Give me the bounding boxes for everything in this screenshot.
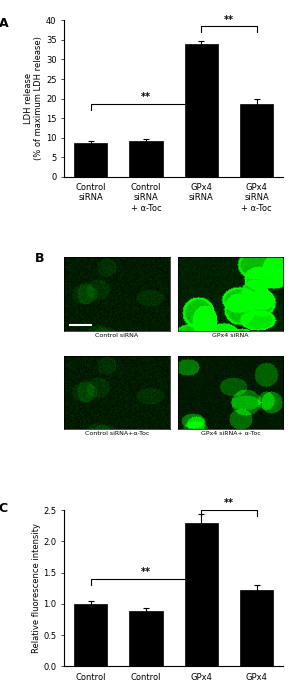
Text: **: ** bbox=[141, 567, 151, 577]
Bar bbox=[185, 44, 218, 177]
Text: B: B bbox=[35, 252, 44, 265]
Text: C: C bbox=[0, 503, 8, 515]
Bar bbox=[240, 105, 273, 177]
X-axis label: GPx4 siRNA: GPx4 siRNA bbox=[212, 333, 249, 338]
Y-axis label: Relative fluorescence intensity: Relative fluorescence intensity bbox=[32, 523, 41, 653]
Bar bbox=[129, 611, 163, 666]
Bar bbox=[240, 590, 273, 666]
Bar bbox=[74, 143, 107, 177]
Y-axis label: LDH release
(% of maximum LDH release): LDH release (% of maximum LDH release) bbox=[24, 37, 43, 160]
Text: **: ** bbox=[224, 15, 234, 25]
X-axis label: Control siRNA: Control siRNA bbox=[95, 333, 138, 338]
Bar bbox=[74, 604, 107, 666]
Bar bbox=[129, 141, 163, 177]
X-axis label: GPx4 siRNA+ α-Toc: GPx4 siRNA+ α-Toc bbox=[201, 431, 260, 437]
X-axis label: Control siRNA+α-Toc: Control siRNA+α-Toc bbox=[85, 431, 149, 437]
Text: A: A bbox=[0, 17, 8, 31]
Text: **: ** bbox=[141, 92, 151, 103]
Text: **: ** bbox=[224, 498, 234, 508]
Bar bbox=[185, 523, 218, 666]
